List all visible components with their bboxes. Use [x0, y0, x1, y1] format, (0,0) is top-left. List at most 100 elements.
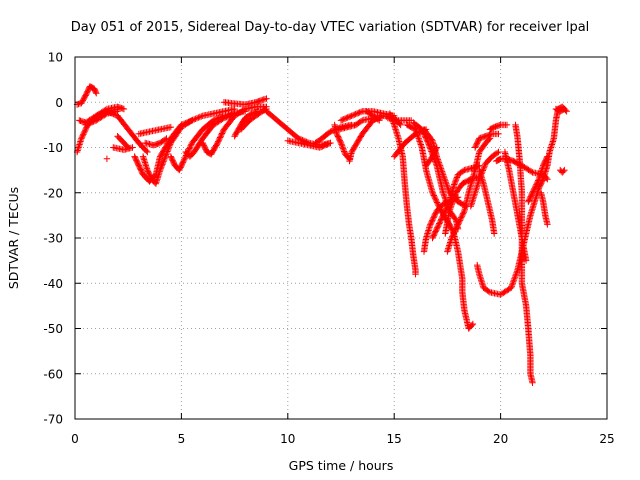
data-point-marker	[158, 162, 165, 169]
series-arc41	[476, 166, 498, 237]
data-point-marker	[533, 181, 540, 188]
data-point-marker	[451, 228, 458, 235]
y-tick-label: -50	[43, 322, 63, 336]
data-point-marker	[90, 118, 97, 125]
series-arc39	[471, 130, 502, 151]
data-point-marker	[412, 271, 419, 278]
data-point-marker	[468, 321, 476, 329]
data-point-marker	[528, 168, 535, 175]
data-point-marker	[162, 152, 169, 159]
data-point-marker	[441, 176, 448, 183]
data-point-marker	[531, 185, 538, 192]
data-point-marker	[386, 110, 394, 117]
data-point-marker	[470, 194, 477, 201]
data-point-marker	[562, 107, 569, 114]
data-point-marker	[193, 115, 201, 122]
series-arc45	[501, 148, 530, 264]
data-point-marker	[219, 115, 226, 123]
data-point-marker	[181, 155, 188, 162]
data-point-marker	[450, 230, 457, 238]
data-point-marker	[192, 115, 199, 122]
series-arc01	[73, 83, 100, 108]
data-point-marker	[469, 320, 477, 328]
data-point-marker	[456, 217, 464, 224]
data-point-marker	[434, 156, 441, 163]
data-point-marker	[179, 159, 187, 166]
data-point-marker	[494, 149, 501, 157]
data-point-marker	[544, 221, 551, 228]
data-point-marker	[166, 142, 173, 149]
data-point-marker	[103, 108, 111, 115]
data-point-marker	[86, 120, 93, 127]
data-point-marker	[82, 127, 89, 134]
data-point-marker	[376, 117, 383, 124]
data-point-marker	[532, 182, 539, 190]
data-point-marker	[449, 233, 456, 240]
data-markers	[73, 83, 570, 386]
data-point-marker	[316, 144, 323, 151]
data-point-marker	[455, 219, 462, 227]
data-point-marker	[446, 207, 453, 215]
data-point-marker	[448, 234, 455, 242]
data-point-marker	[424, 138, 431, 145]
data-point-marker	[107, 109, 115, 117]
data-point-marker	[158, 164, 165, 171]
data-point-marker	[357, 108, 365, 116]
data-point-marker	[427, 219, 435, 227]
data-point-marker	[431, 193, 438, 201]
data-point-marker	[186, 144, 194, 151]
y-tick-label: -10	[43, 141, 63, 155]
data-point-marker	[181, 156, 188, 163]
data-point-marker	[143, 147, 150, 155]
data-point-marker	[458, 214, 465, 221]
data-point-marker	[351, 111, 358, 118]
data-point-marker	[530, 186, 537, 194]
data-point-marker	[530, 188, 537, 195]
data-point-marker	[432, 210, 439, 217]
data-point-marker	[396, 120, 403, 127]
data-point-marker	[434, 200, 441, 208]
data-point-marker	[123, 143, 131, 150]
data-point-marker	[186, 145, 193, 152]
data-point-marker	[81, 128, 88, 135]
series-arc11	[142, 135, 170, 149]
data-point-marker	[198, 113, 205, 120]
data-point-marker	[429, 217, 436, 224]
data-point-marker	[433, 225, 440, 233]
series-arc33	[422, 144, 440, 169]
data-point-marker	[357, 118, 365, 125]
data-point-marker	[434, 224, 441, 231]
data-point-marker	[451, 179, 458, 187]
data-point-marker	[495, 148, 502, 156]
data-point-marker	[425, 139, 432, 147]
data-point-marker	[509, 280, 516, 287]
data-point-marker	[195, 114, 202, 121]
data-point-marker	[426, 144, 433, 151]
axis-ticks: 0 5 10 15 20 25 10 0 -10 -20 -30 -40 -50 -60 -70	[43, 51, 614, 447]
data-point-marker	[439, 169, 446, 177]
data-point-marker	[80, 129, 88, 137]
data-point-marker	[423, 233, 430, 240]
data-point-marker	[443, 180, 450, 187]
data-point-marker	[533, 180, 541, 187]
data-point-marker	[156, 166, 164, 174]
data-point-marker	[529, 189, 536, 196]
x-tick-label: 10	[280, 432, 295, 446]
series-arc07	[114, 133, 132, 151]
data-point-marker	[439, 189, 447, 196]
data-point-marker	[93, 90, 100, 97]
data-point-marker	[139, 153, 147, 160]
data-point-marker	[82, 121, 89, 129]
data-point-marker	[459, 211, 466, 219]
data-point-marker	[263, 95, 270, 102]
data-point-marker	[196, 113, 203, 121]
data-point-marker	[218, 130, 226, 137]
chart-title: Day 051 of 2015, Sidereal Day-to-day VTE…	[71, 20, 590, 35]
data-point-marker	[215, 138, 222, 145]
series-arc50	[103, 155, 111, 162]
data-point-marker	[214, 139, 221, 147]
data-point-marker	[458, 213, 466, 220]
data-point-marker	[431, 195, 439, 202]
data-point-marker	[561, 166, 568, 174]
